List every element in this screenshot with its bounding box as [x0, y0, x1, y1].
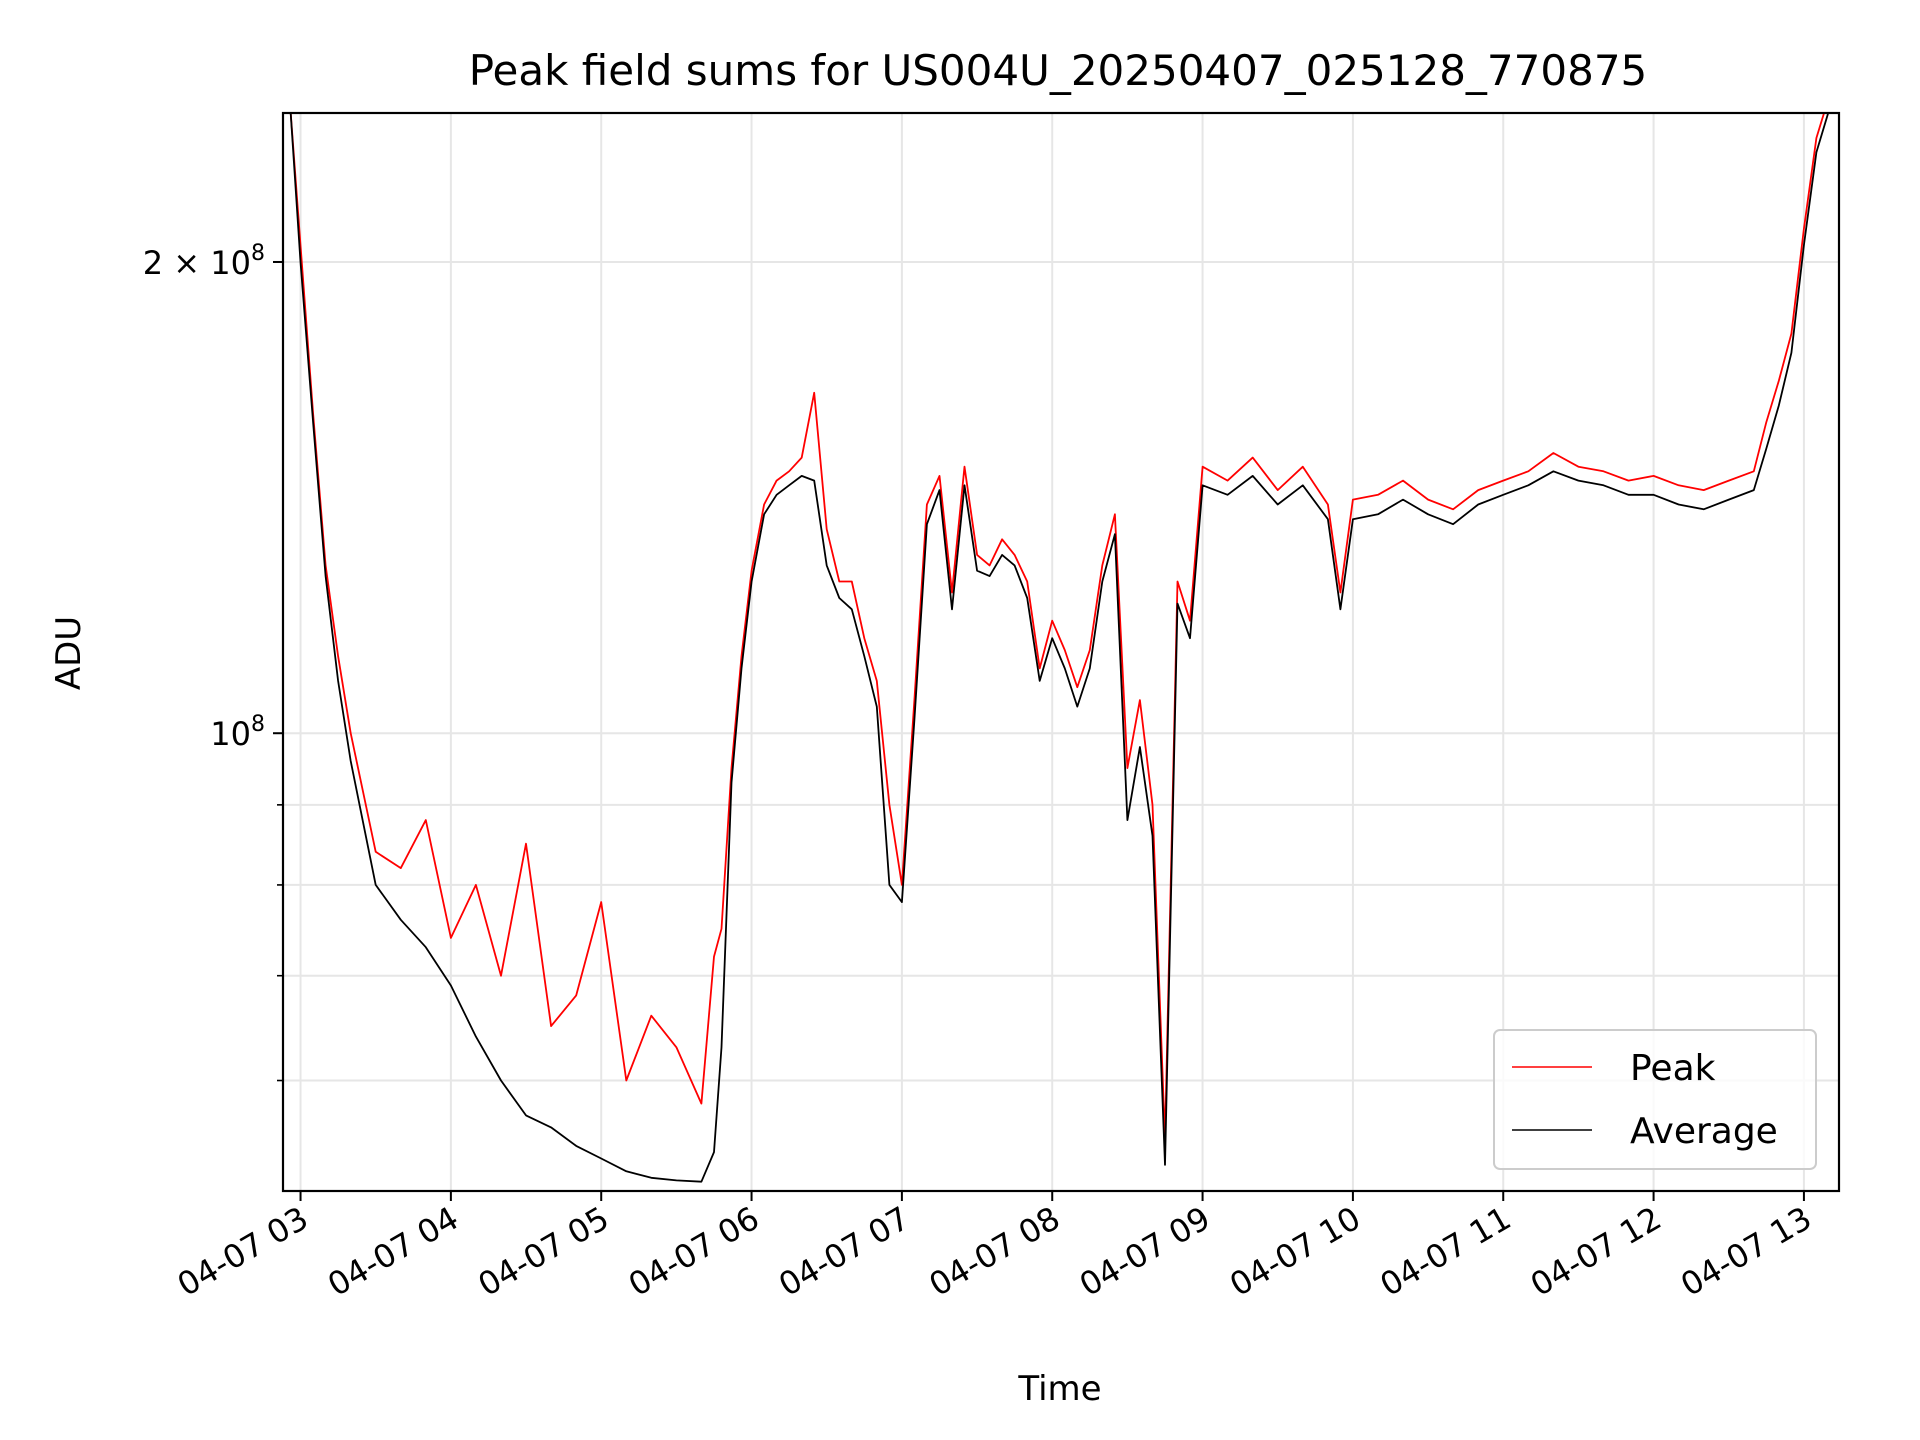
- grid: [283, 113, 1839, 1191]
- series-line-average: [289, 113, 1830, 1183]
- y-axis: 108 2 × 108: [143, 241, 283, 1082]
- legend-label-average: Average: [1630, 1111, 1778, 1152]
- y-tick-label: 108: [210, 712, 265, 753]
- legend-box: [1493, 1029, 1817, 1170]
- x-axis-label: Time: [1017, 1369, 1101, 1409]
- y-tick-label: 2 × 108: [143, 241, 265, 282]
- series-line-peak: [289, 113, 1825, 1141]
- plot-frame: [281, 111, 1841, 1193]
- legend: Peak Average: [1493, 1029, 1817, 1170]
- chart-title: Peak field sums for US004U_20250407_0251…: [469, 46, 1648, 95]
- plot-area: [289, 113, 1830, 1183]
- y-axis-label: ADU: [49, 616, 89, 690]
- legend-label-peak: Peak: [1630, 1048, 1716, 1089]
